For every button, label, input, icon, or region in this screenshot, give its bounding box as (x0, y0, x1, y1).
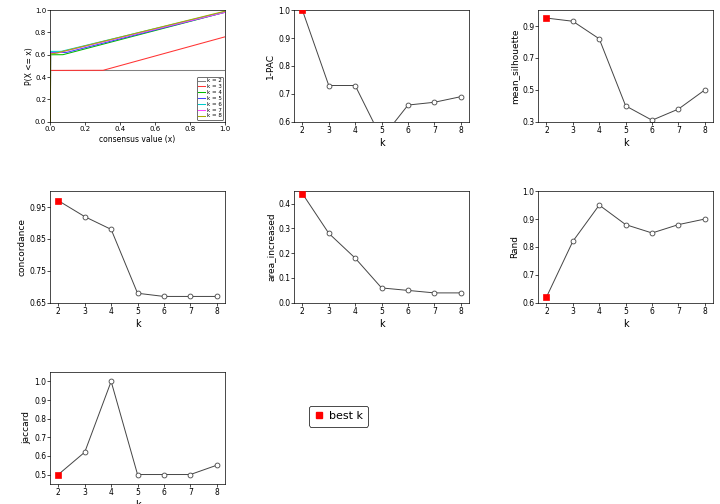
k = 6 (123, 32, 132, 38)
k = 4 (182, 19, 191, 25)
k = 2 (123, 68, 132, 74)
Y-axis label: concordance: concordance (17, 218, 27, 276)
k = 7 (64, 47, 73, 53)
k = 3 (182, 44, 191, 50)
k = 6 (64, 47, 73, 53)
k = 3 (220, 34, 229, 40)
k = 5 (166, 23, 174, 29)
k = 2 (182, 68, 191, 74)
k = 6 (166, 22, 174, 28)
Line: k = 4: k = 4 (50, 12, 225, 122)
k = 6 (117, 34, 125, 40)
Y-axis label: Rand: Rand (510, 235, 519, 259)
k = 7 (117, 35, 125, 41)
Legend: k = 2, k = 3, k = 4, k = 5, k = 6, k = 7, k = 8: k = 2, k = 3, k = 4, k = 5, k = 6, k = 7… (197, 77, 223, 120)
k = 2 (117, 68, 125, 74)
k = 3 (166, 49, 174, 55)
Y-axis label: area_increased: area_increased (266, 213, 275, 281)
X-axis label: k: k (379, 319, 384, 329)
k = 7 (46, 119, 55, 125)
Line: k = 5: k = 5 (50, 12, 225, 122)
k = 3 (185, 43, 194, 49)
Y-axis label: mean_silhouette: mean_silhouette (510, 28, 519, 104)
Y-axis label: P(X <= x): P(X <= x) (24, 47, 34, 85)
X-axis label: k: k (135, 319, 140, 329)
k = 8 (166, 22, 174, 28)
X-axis label: k: k (379, 138, 384, 148)
Y-axis label: 1-PAC: 1-PAC (266, 53, 275, 79)
k = 6 (46, 119, 55, 125)
X-axis label: consensus value (x): consensus value (x) (99, 135, 176, 144)
k = 6 (220, 9, 229, 15)
k = 8 (123, 32, 132, 38)
k = 2 (220, 68, 229, 74)
k = 3 (123, 60, 132, 67)
k = 7 (182, 19, 191, 25)
k = 7 (166, 23, 174, 29)
k = 2 (166, 68, 174, 74)
k = 2 (64, 68, 73, 74)
k = 8 (117, 34, 125, 40)
k = 8 (220, 8, 229, 14)
k = 5 (182, 19, 191, 25)
k = 5 (117, 36, 125, 42)
k = 4 (220, 9, 229, 15)
X-axis label: k: k (623, 138, 629, 148)
k = 2 (46, 68, 55, 74)
k = 4 (117, 36, 125, 42)
X-axis label: k: k (623, 319, 629, 329)
k = 2 (185, 68, 194, 74)
k = 8 (64, 47, 73, 53)
k = 7 (123, 33, 132, 39)
k = 6 (182, 18, 191, 24)
Y-axis label: jaccard: jaccard (22, 411, 32, 445)
k = 4 (185, 19, 194, 25)
k = 5 (123, 34, 132, 40)
k = 3 (64, 68, 73, 74)
k = 8 (46, 119, 55, 125)
Line: k = 3: k = 3 (50, 37, 225, 71)
Line: k = 7: k = 7 (50, 12, 225, 122)
k = 4 (123, 35, 132, 41)
k = 4 (46, 119, 55, 125)
k = 4 (64, 50, 73, 56)
Line: k = 8: k = 8 (50, 11, 225, 122)
Line: k = 6: k = 6 (50, 12, 225, 122)
k = 4 (166, 24, 174, 30)
k = 8 (182, 18, 191, 24)
k = 5 (220, 9, 229, 15)
k = 7 (185, 18, 194, 24)
Legend: best k: best k (309, 406, 368, 427)
X-axis label: k: k (135, 500, 140, 504)
k = 8 (185, 17, 194, 23)
k = 5 (64, 49, 73, 55)
k = 5 (185, 18, 194, 24)
k = 7 (220, 9, 229, 15)
k = 5 (46, 119, 55, 125)
k = 6 (185, 17, 194, 23)
k = 3 (46, 68, 55, 74)
k = 3 (117, 62, 125, 69)
